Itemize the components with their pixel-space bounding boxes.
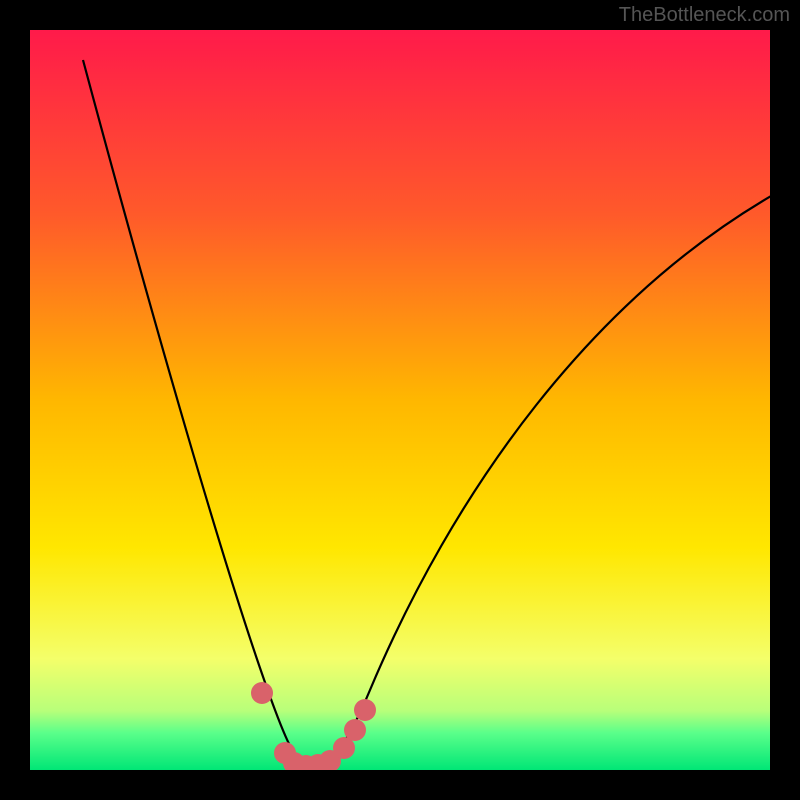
curve-marker [251,682,273,704]
chart-svg [30,30,770,770]
curve-marker [354,699,376,721]
watermark-text: TheBottleneck.com [619,4,790,27]
curve-marker [344,719,366,741]
bottleneck-curve [83,60,770,765]
curve-markers [251,682,376,770]
plot-gradient-background [30,30,770,770]
